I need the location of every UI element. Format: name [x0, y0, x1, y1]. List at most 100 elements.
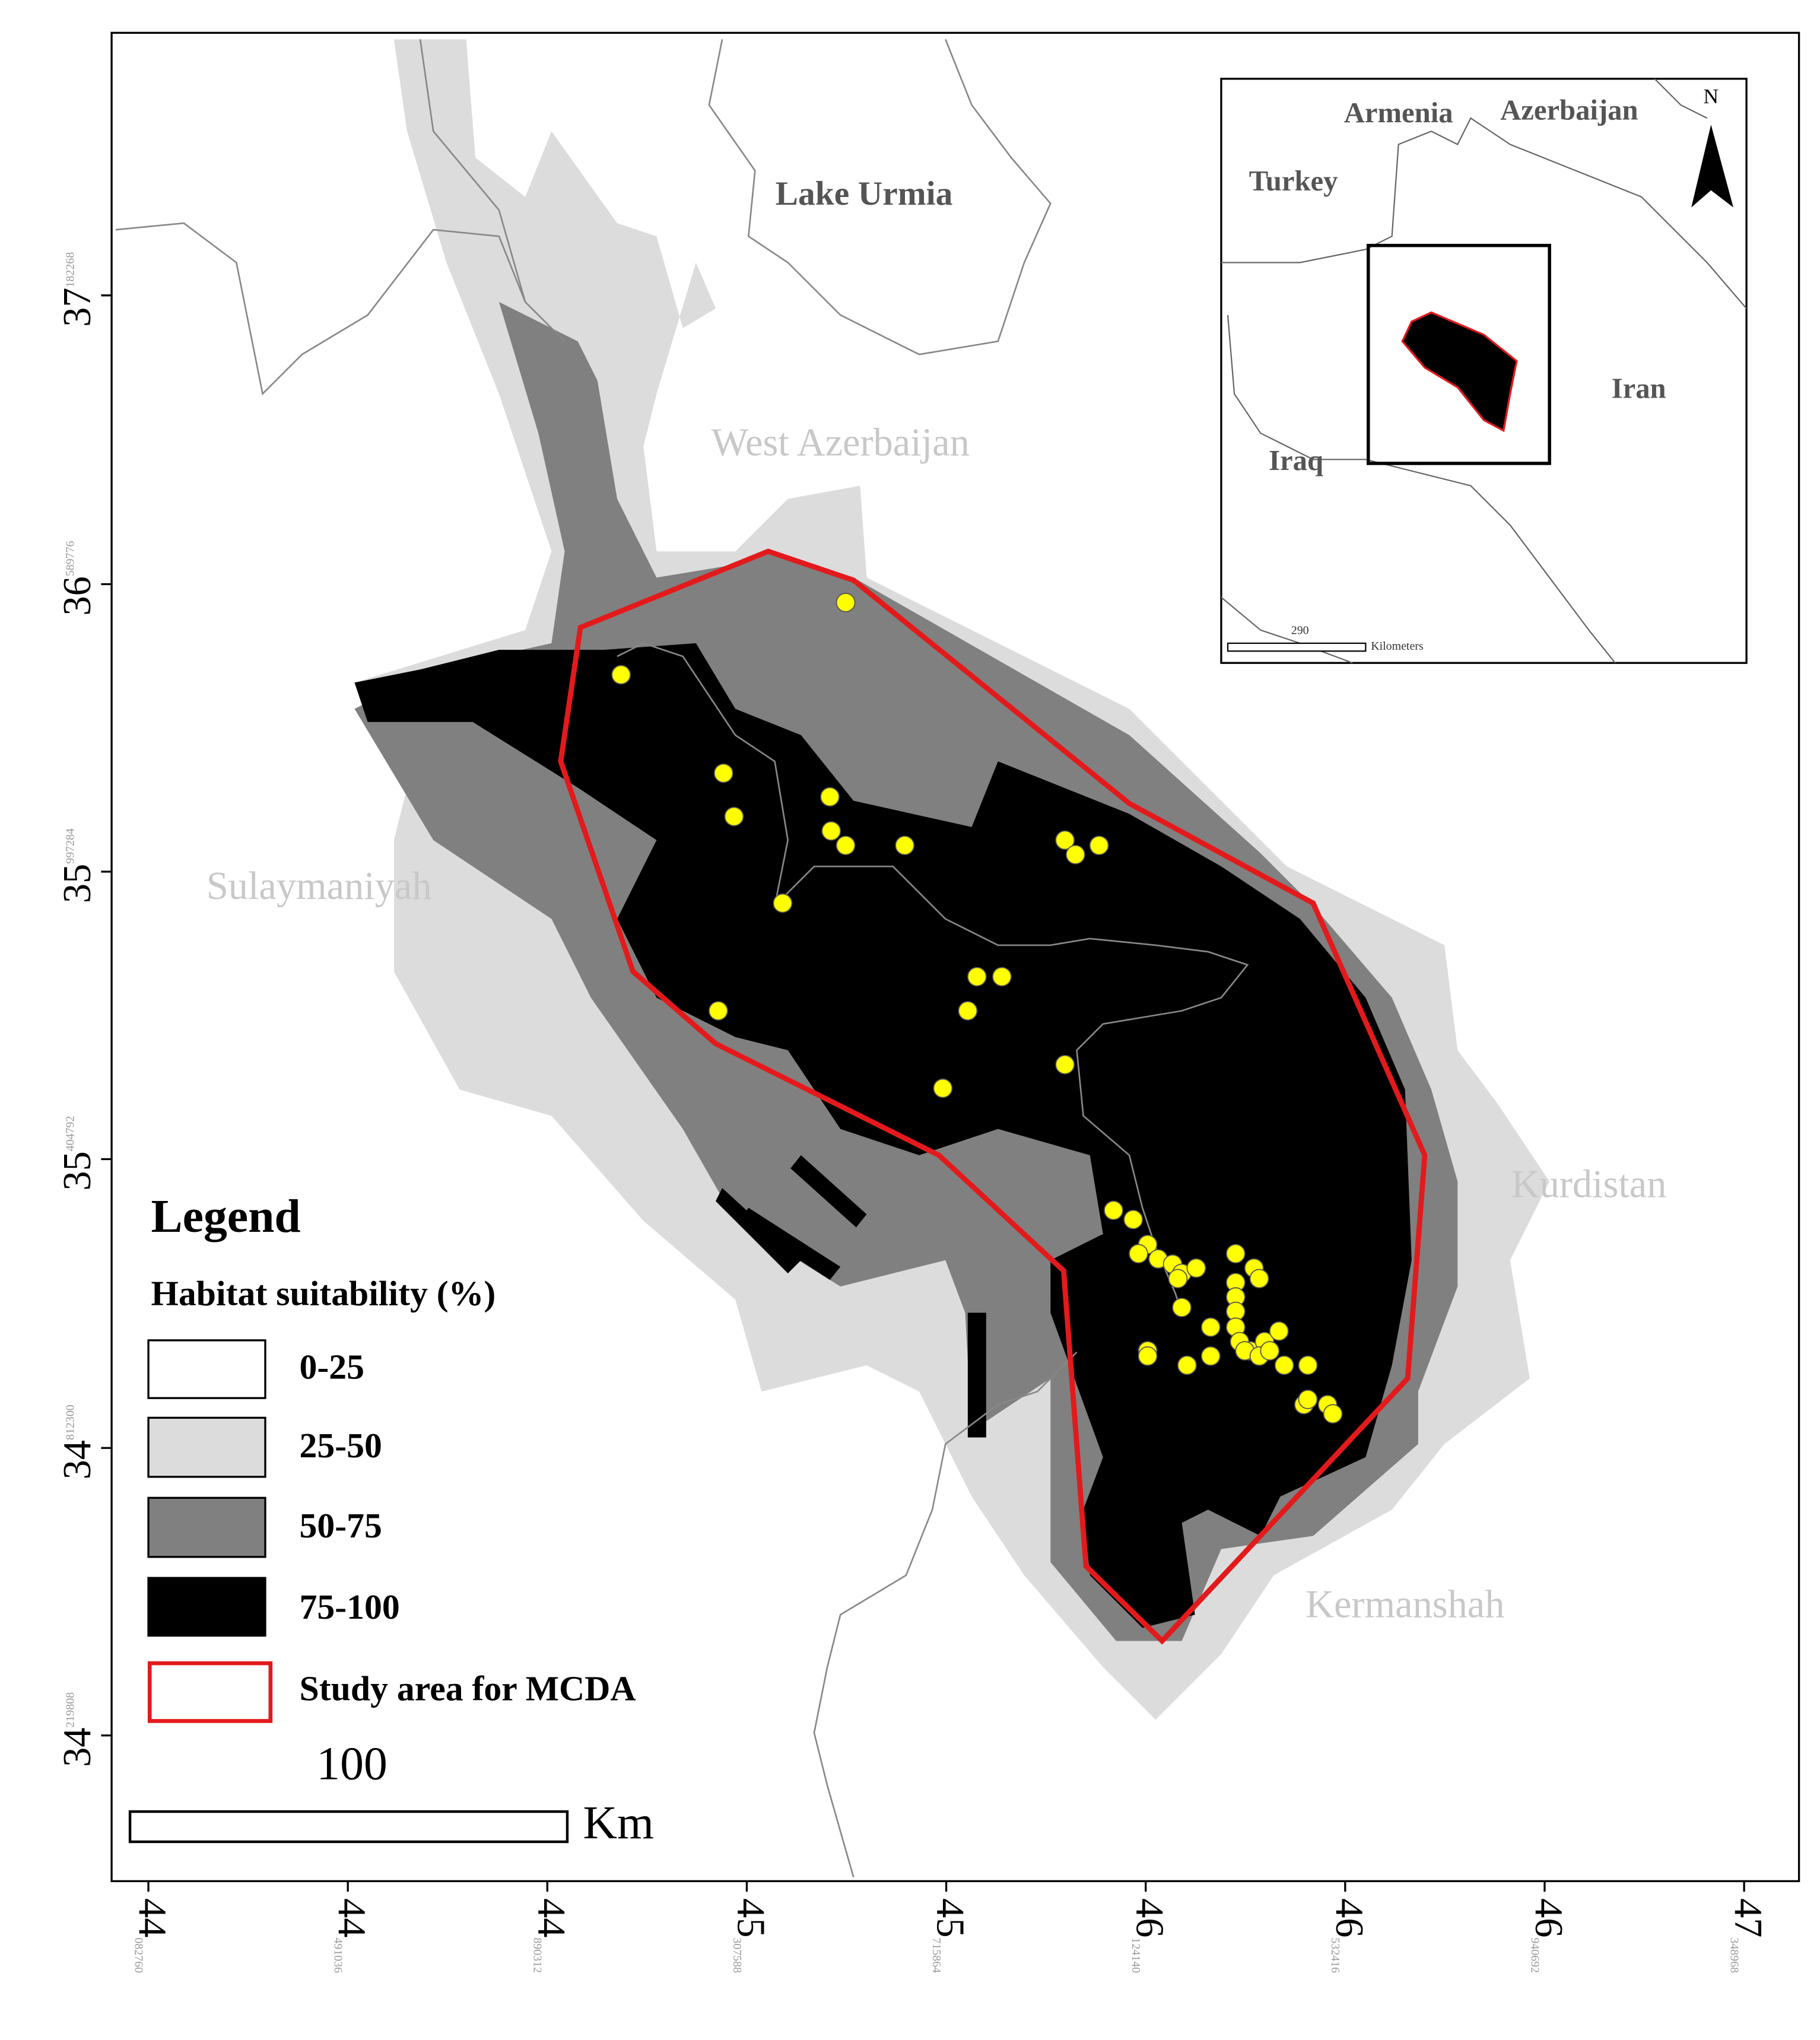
lat-tick-minor: 219808: [63, 1692, 77, 1728]
map-frame-content: [115, 39, 1748, 1878]
occurrence-point: [1298, 1355, 1318, 1375]
occurrence-point: [1168, 1269, 1188, 1289]
lon-tick-label: 47348968: [1726, 1898, 1770, 1973]
lat-tick-label: 37182268: [56, 252, 99, 327]
scale-bar-value: 100: [316, 1737, 387, 1790]
lon-tick-label: 46532416: [1327, 1898, 1371, 1973]
legend-item: 0-25: [300, 1347, 365, 1386]
occurrence-point: [1089, 835, 1109, 856]
lon-tick-minor: 348968: [1728, 1937, 1741, 1973]
lat-tick-major: 34: [56, 1440, 99, 1479]
lat-tick-label: 35997284: [56, 828, 99, 903]
occurrence-point: [1104, 1200, 1123, 1221]
occurrence-point: [895, 835, 915, 856]
occurrence-point: [836, 593, 856, 612]
legend-item: Study area for MCDA: [300, 1669, 636, 1708]
occurrence-point: [1186, 1258, 1206, 1278]
map-frame: [110, 31, 1800, 1882]
suitability-75-100-strips: [715, 1155, 986, 1438]
boundaries: [115, 39, 1249, 1878]
occurrence-point: [958, 1001, 978, 1021]
lon-tick-major: 45: [928, 1898, 971, 1937]
lon-tick-major: 47: [1726, 1898, 1770, 1937]
lon-tick-minor: 124140: [1129, 1937, 1142, 1973]
occurrence-point: [1055, 1054, 1075, 1075]
scale-bar: [128, 1810, 569, 1844]
inset-label: Iraq: [1269, 444, 1323, 476]
occurrence-point: [1065, 844, 1085, 865]
scale-bar-unit: Km: [583, 1797, 654, 1849]
occurrence-point: [992, 967, 1012, 987]
legend: [147, 1339, 273, 1723]
inset-label: Armenia: [1344, 97, 1453, 129]
lon-tick-major: 46: [1127, 1898, 1171, 1937]
inset-map: [1220, 78, 1748, 664]
occurrence-point: [1123, 1209, 1144, 1229]
region-label: West Azerbaijan: [712, 421, 970, 464]
lon-tick-label: 46124140: [1127, 1898, 1171, 1973]
legend-item: 50-75: [300, 1506, 382, 1545]
lon-tick-minor: 491036: [332, 1937, 345, 1973]
lon-tick-minor: 890312: [531, 1937, 544, 1973]
region-label: Kermanshah: [1306, 1583, 1504, 1626]
occurrence-points: [611, 593, 1343, 1424]
legend-title: Legend: [151, 1190, 300, 1243]
occurrence-point: [933, 1078, 953, 1098]
region-label: Sulaymaniyah: [207, 865, 432, 908]
occurrence-point: [1269, 1321, 1289, 1341]
occurrence-point: [1323, 1404, 1343, 1424]
occurrence-point: [967, 967, 987, 987]
inset-label: Turkey: [1249, 165, 1338, 197]
lat-tick-major: 34: [56, 1727, 99, 1766]
occurrence-point: [1200, 1317, 1221, 1337]
legend-item: 75-100: [300, 1587, 400, 1626]
lat-tick-label: 35404792: [56, 1116, 99, 1191]
lat-tick-label: 36589776: [56, 541, 99, 615]
lat-tick-major: 35: [56, 864, 99, 903]
lon-tick-minor: 715864: [930, 1937, 943, 1973]
occurrence-point: [1138, 1346, 1158, 1366]
occurrence-point: [1260, 1341, 1280, 1361]
lat-tick-major: 37: [56, 288, 99, 327]
lat-tick-minor: 404792: [63, 1116, 77, 1152]
lon-tick-label: 44491036: [330, 1898, 373, 1973]
lat-tick-minor: 812300: [63, 1405, 77, 1440]
lat-tick-minor: 589776: [63, 541, 77, 576]
lon-tick-minor: 082760: [132, 1937, 145, 1973]
lon-tick-major: 44: [330, 1898, 373, 1937]
occurrence-point: [1200, 1346, 1221, 1366]
inset-label: Azerbaijan: [1500, 94, 1638, 126]
occurrence-point: [611, 665, 631, 685]
occurrence-point: [836, 835, 856, 856]
occurrence-point: [713, 763, 733, 783]
occurrence-point: [1177, 1355, 1197, 1375]
lon-tick-minor: 940692: [1529, 1937, 1542, 1973]
lon-tick-major: 46: [1527, 1898, 1570, 1937]
lat-tick-minor: 997284: [63, 828, 77, 864]
occurrence-point: [724, 806, 744, 827]
lon-tick-major: 45: [729, 1898, 772, 1937]
occurrence-point: [709, 1001, 728, 1021]
lon-tick-label: 44890312: [529, 1898, 573, 1973]
occurrence-point: [773, 893, 793, 913]
labels: Lake Urmia West Azerbaijan Sulaymaniyah …: [151, 84, 1719, 1849]
lat-tick-label: 34219808: [56, 1692, 99, 1767]
suitability-75-100: [354, 643, 1412, 1628]
occurrence-point: [1055, 830, 1075, 850]
lat-tick-label: 34812300: [56, 1405, 99, 1479]
legend-item: 25-50: [300, 1426, 382, 1465]
occurrence-point: [1249, 1269, 1269, 1289]
lon-tick-minor: 532416: [1329, 1937, 1342, 1973]
lon-tick-label: 45715864: [928, 1898, 971, 1973]
occurrence-point: [820, 787, 840, 807]
lon-tick-major: 44: [529, 1898, 573, 1937]
occurrence-point: [1225, 1244, 1246, 1264]
occurrence-point: [821, 821, 841, 841]
study-area-outline: [558, 548, 1428, 1645]
lon-tick-major: 44: [131, 1898, 174, 1937]
region-label: Kurdistan: [1511, 1162, 1667, 1206]
north-label: N: [1704, 84, 1719, 108]
occurrence-point: [1274, 1355, 1294, 1375]
inset-scale-value: 290: [1291, 624, 1309, 637]
